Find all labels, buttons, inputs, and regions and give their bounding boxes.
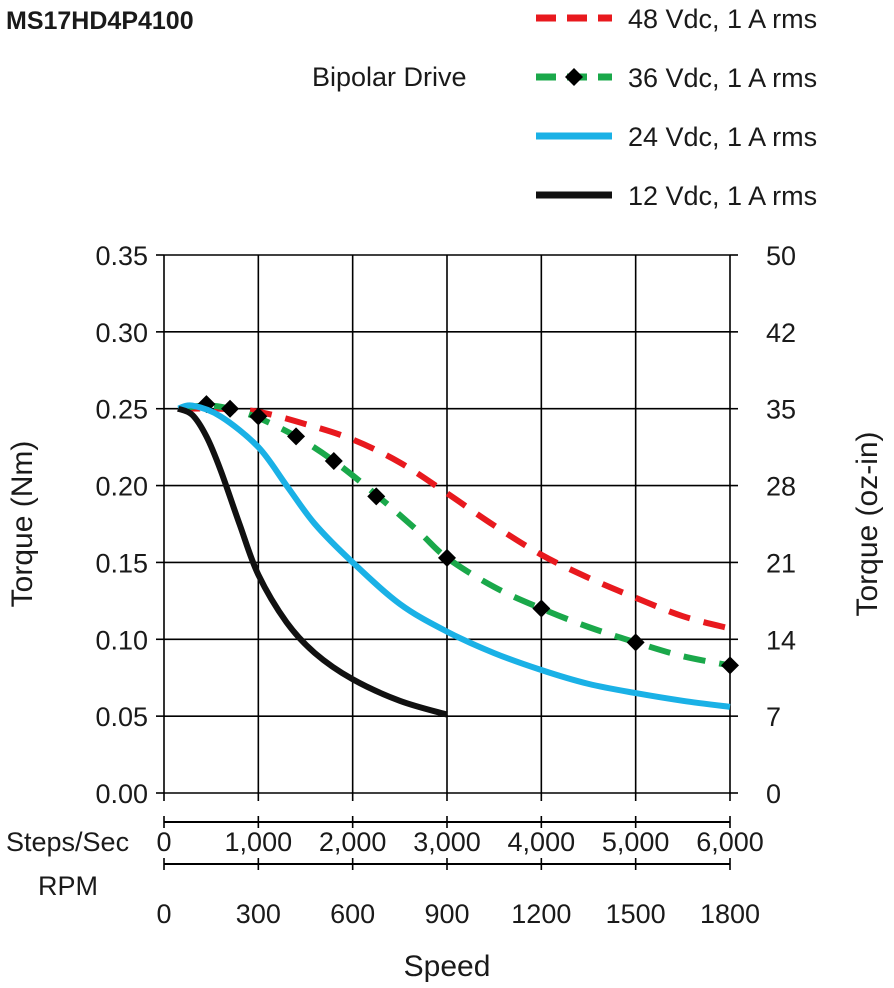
legend: 48 Vdc, 1 A rms 36 Vdc, 1 A rms 24 Vdc, 1 … <box>536 4 817 211</box>
legend-label: 48 Vdc, 1 A rms <box>628 4 817 34</box>
y-tick-label: 0.25 <box>95 395 148 425</box>
y2-tick-label: 42 <box>766 318 796 348</box>
legend-item: 48 Vdc, 1 A rms <box>536 4 817 34</box>
x-tick-label-rpm: 0 <box>156 899 171 929</box>
y2-tick-label: 35 <box>766 395 796 425</box>
series-line <box>177 402 731 669</box>
y2-tick-label: 28 <box>766 472 796 502</box>
series-marker <box>324 451 343 470</box>
x-tick-label-steps: 3,000 <box>413 827 481 857</box>
x-tick-label-steps: 0 <box>156 827 171 857</box>
y-tick-label: 0.20 <box>95 472 148 502</box>
series-3 <box>177 405 448 718</box>
x-tick-label-rpm: 600 <box>330 899 375 929</box>
x-axis-title: Speed <box>404 950 491 983</box>
y2-tick-label: 50 <box>766 241 796 271</box>
series-marker <box>626 633 645 652</box>
series-line <box>178 405 731 632</box>
x-tick-label-steps: 4,000 <box>508 827 576 857</box>
y-tick-label: 0.15 <box>95 548 148 578</box>
y2-tick-label: 7 <box>766 702 781 732</box>
axes: 0.00 0 0.05 7 0.10 14 0.15 21 0.20 28 0.25 35 0.30 42… <box>95 241 796 929</box>
x-tick-label-rpm: 300 <box>236 899 281 929</box>
x-tick-label-steps: 1,000 <box>225 827 293 857</box>
series-line <box>177 405 448 718</box>
legend-label: 24 Vdc, 1 A rms <box>628 122 817 152</box>
series-1 <box>177 395 739 675</box>
y2-tick-label: 0 <box>766 779 781 809</box>
y-tick-label: 0.30 <box>95 318 148 348</box>
legend-label: 36 Vdc, 1 A rms <box>628 63 817 93</box>
y-tick-label: 0.35 <box>95 241 148 271</box>
x-axis-name-steps: Steps/Sec <box>6 827 129 857</box>
series-0 <box>178 405 731 632</box>
x-tick-label-steps: 6,000 <box>696 827 764 857</box>
x-tick-label-rpm: 1800 <box>700 899 760 929</box>
y2-tick-label: 21 <box>766 548 796 578</box>
series-layer <box>177 395 739 718</box>
series-marker <box>532 599 551 618</box>
series-marker <box>249 407 268 426</box>
series-marker <box>438 548 456 567</box>
legend-item: 36 Vdc, 1 A rms <box>536 63 817 93</box>
y-axis-title: Torque (Nm) <box>6 441 39 608</box>
y2-axis-title: Torque (oz-in) <box>851 431 884 616</box>
y2-tick-label: 14 <box>766 625 796 655</box>
x-tick-label-rpm: 1500 <box>606 899 666 929</box>
x-axis-name-rpm: RPM <box>38 871 98 901</box>
y-tick-label: 0.00 <box>95 779 148 809</box>
x-tick-label-rpm: 1200 <box>511 899 571 929</box>
chart-title: MS17HD4P4100 <box>6 7 194 35</box>
legend-label: 12 Vdc, 1 A rms <box>628 181 817 211</box>
legend-item: 12 Vdc, 1 A rms <box>536 181 817 211</box>
series-marker <box>721 656 739 675</box>
series-line <box>177 402 731 710</box>
series-2 <box>177 402 731 710</box>
series-marker <box>221 399 240 418</box>
legend-marker <box>565 68 583 86</box>
x-tick-label-rpm: 900 <box>424 899 469 929</box>
legend-item: 24 Vdc, 1 A rms <box>536 122 817 152</box>
series-marker <box>287 427 306 446</box>
x-tick-label-steps: 5,000 <box>602 827 670 857</box>
x-tick-label-steps: 2,000 <box>319 827 387 857</box>
y-tick-label: 0.05 <box>95 702 148 732</box>
y-tick-label: 0.10 <box>95 625 148 655</box>
chart-subtitle: Bipolar Drive <box>312 62 467 92</box>
series-marker <box>367 487 386 506</box>
